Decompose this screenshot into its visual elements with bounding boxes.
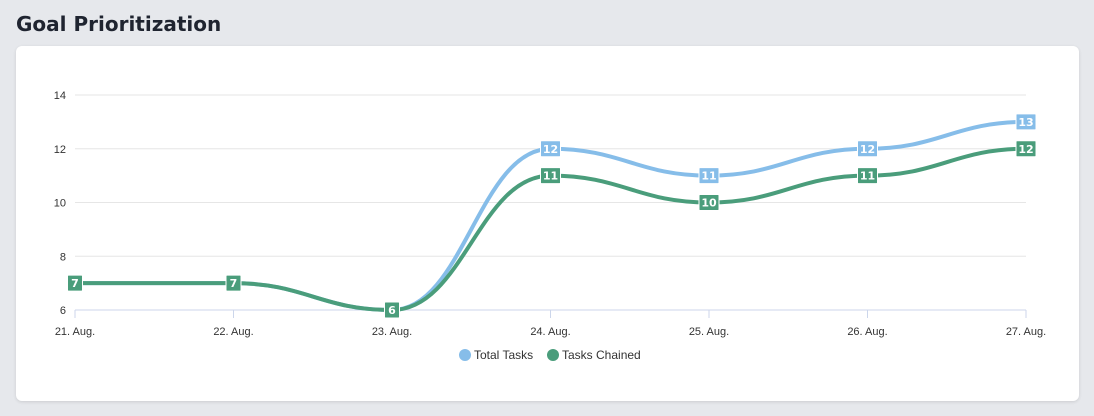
y-tick-label: 14	[54, 90, 66, 102]
data-label: 11	[540, 167, 561, 185]
grid-lines	[75, 94, 1026, 311]
legend: Total Tasks Tasks Chained	[459, 348, 641, 362]
data-label-text: 7	[71, 277, 79, 290]
data-label-text: 10	[701, 197, 717, 210]
y-tick-label: 10	[54, 198, 66, 210]
data-label-box	[1015, 113, 1037, 131]
data-label-text: 12	[860, 143, 875, 156]
data-label-box	[384, 301, 400, 319]
chart-card	[16, 46, 1079, 401]
legend-item-tasks-chained[interactable]: Tasks Chained	[547, 348, 641, 362]
data-label: 11	[698, 167, 720, 185]
x-tick-label: 23. Aug.	[372, 326, 412, 338]
x-tick-label: 24. Aug.	[530, 326, 570, 338]
legend-marker-icon	[547, 349, 559, 361]
data-label-box	[67, 274, 83, 292]
data-label-box	[540, 167, 561, 185]
data-label-text: 12	[543, 143, 558, 156]
data-label-text: 11	[543, 170, 558, 183]
data-label: 12	[857, 140, 878, 158]
data-label: 12	[540, 140, 561, 158]
data-label-text: 11	[860, 170, 875, 183]
data-label: 6	[384, 301, 400, 319]
page-title: Goal Prioritization	[16, 12, 222, 36]
y-tick-label: 6	[60, 305, 66, 317]
x-tick-label: 27. Aug.	[1006, 326, 1046, 338]
data-label-box	[1015, 140, 1037, 158]
data-label: 12	[1015, 140, 1037, 158]
y-tick-label: 12	[54, 144, 66, 156]
x-tick-label: 25. Aug.	[689, 326, 729, 338]
data-label-text: 13	[1018, 116, 1033, 129]
axes: 6 8 10 12 14 21. Aug. 22. Aug. 23. Aug. 24. Aug.…	[54, 90, 1046, 338]
data-label-text: 12	[1018, 143, 1033, 156]
data-label: 11	[857, 167, 878, 185]
data-label-box	[225, 274, 242, 292]
data-label-box	[540, 140, 561, 158]
data-label-box	[857, 167, 878, 185]
legend-label: Total Tasks	[474, 348, 533, 362]
data-labels: 12 11 12 13 7 7 6 11 10 11 12	[67, 113, 1037, 319]
data-label-box	[857, 140, 878, 158]
x-tick-label: 26. Aug.	[847, 326, 887, 338]
data-label: 10	[698, 194, 720, 211]
legend-item-total-tasks[interactable]: Total Tasks	[459, 348, 533, 362]
data-label-text: 7	[230, 277, 238, 290]
data-label-box	[698, 167, 720, 185]
y-tick-label: 8	[60, 251, 66, 263]
data-label: 7	[225, 274, 242, 292]
data-label-text: 6	[388, 304, 396, 317]
data-label-text: 11	[701, 170, 716, 183]
legend-marker-icon	[459, 349, 471, 361]
data-label: 7	[67, 274, 83, 292]
x-tick-label: 21. Aug.	[55, 326, 95, 338]
legend-label: Tasks Chained	[562, 348, 641, 362]
data-label: 13	[1015, 113, 1037, 131]
x-tick-label: 22. Aug.	[213, 326, 253, 338]
data-label-box	[698, 194, 720, 211]
